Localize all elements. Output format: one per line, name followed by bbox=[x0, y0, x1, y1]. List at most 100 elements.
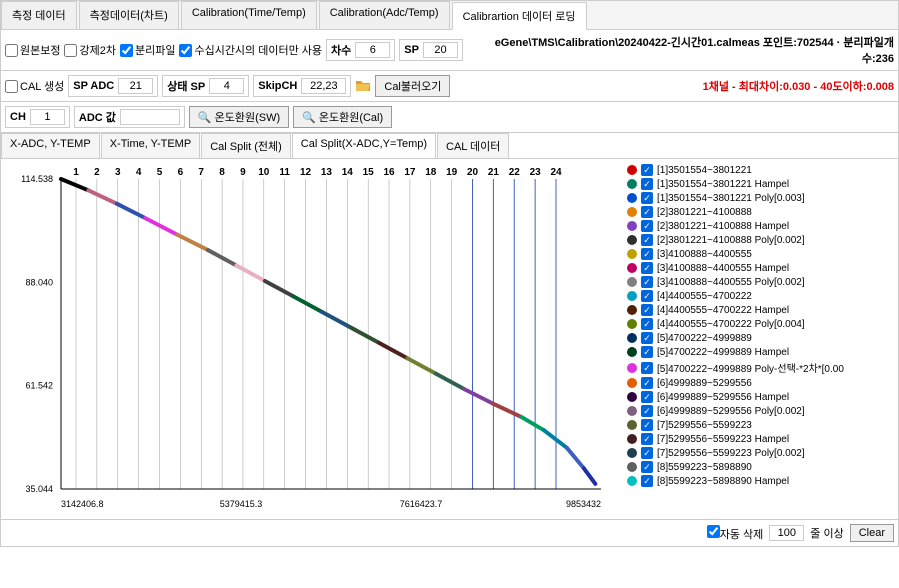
legend-item-17[interactable]: ✓ [6]4999889~5299556 Poly[0.002] bbox=[627, 404, 894, 418]
legend-label: [1]3501554~3801221 Hampel bbox=[657, 179, 789, 190]
chk-hours[interactable]: 수십시간시의 데이터만 사용 bbox=[179, 42, 322, 58]
sp-adc-input[interactable] bbox=[118, 78, 153, 94]
main-tab-3[interactable]: Calibration(Adc/Temp) bbox=[319, 1, 450, 29]
legend-item-18[interactable]: ✓ [7]5299556~5599223 bbox=[627, 418, 894, 432]
legend-check-icon[interactable]: ✓ bbox=[641, 164, 653, 176]
legend-check-icon[interactable]: ✓ bbox=[641, 419, 653, 431]
state-sp-input[interactable] bbox=[209, 78, 244, 94]
main-tab-1[interactable]: 측정데이터(차트) bbox=[79, 1, 179, 29]
legend-check-icon[interactable]: ✓ bbox=[641, 178, 653, 190]
legend-label: [8]5599223~5898890 bbox=[657, 462, 752, 473]
chk-cal-gen[interactable]: CAL 생성 bbox=[5, 78, 64, 94]
legend-check-icon[interactable]: ✓ bbox=[641, 346, 653, 358]
legend-item-5[interactable]: ✓[2]3801221~4100888 Poly[0.002] bbox=[627, 233, 894, 247]
sub-tab-2[interactable]: Cal Split (전체) bbox=[201, 133, 291, 158]
legend-check-icon[interactable]: ✓ bbox=[641, 447, 653, 459]
legend-check-icon[interactable]: ✓ bbox=[641, 290, 653, 302]
legend-color-icon bbox=[627, 406, 637, 416]
legend-item-22[interactable]: ✓ [8]5599223~5898890 Hampel bbox=[627, 474, 894, 488]
legend-item-16[interactable]: ✓[6]4999889~5299556 Hampel bbox=[627, 390, 894, 404]
legend-label: [4]4400555~4700222 Poly[0.004] bbox=[657, 319, 805, 330]
clear-button[interactable]: Clear bbox=[850, 524, 894, 542]
legend-check-icon[interactable]: ✓ bbox=[641, 405, 653, 417]
legend-check-icon[interactable]: ✓ bbox=[641, 391, 653, 403]
chk-force2[interactable]: 강제2차 bbox=[64, 42, 115, 58]
legend-item-2[interactable]: ✓ [1]3501554~3801221 Poly[0.003] bbox=[627, 191, 894, 205]
chk-auto-delete[interactable]: 자동 삭제 bbox=[707, 525, 764, 542]
legend-item-4[interactable]: ✓[2]3801221~4100888 Hampel bbox=[627, 219, 894, 233]
legend-item-1[interactable]: ✓ [1]3501554~3801221 Hampel bbox=[627, 177, 894, 191]
legend-label: [7]5299556~5599223 bbox=[657, 420, 752, 431]
legend-check-icon[interactable]: ✓ bbox=[641, 304, 653, 316]
legend-check-icon[interactable]: ✓ bbox=[641, 362, 653, 374]
legend-check-icon[interactable]: ✓ bbox=[641, 262, 653, 274]
legend-item-21[interactable]: ✓ [8]5599223~5898890 bbox=[627, 460, 894, 474]
ch-input[interactable] bbox=[30, 109, 65, 125]
legend-item-3[interactable]: ✓[2]3801221~4100888 bbox=[627, 205, 894, 219]
legend-label: [1]3501554~3801221 bbox=[657, 165, 752, 176]
skip-input[interactable] bbox=[301, 78, 346, 94]
folder-icon[interactable] bbox=[355, 78, 371, 94]
legend-item-0[interactable]: ✓ [1]3501554~3801221 bbox=[627, 163, 894, 177]
legend-color-icon bbox=[627, 221, 637, 231]
legend-check-icon[interactable]: ✓ bbox=[641, 318, 653, 330]
chart-area: 1234567891011121314151617181920212223241… bbox=[1, 159, 898, 519]
temp-restore-cal-button[interactable]: 🔍온도환원(Cal) bbox=[293, 106, 392, 128]
legend-item-19[interactable]: ✓[7]5299556~5599223 Hampel bbox=[627, 432, 894, 446]
lines-label: 줄 이상 bbox=[810, 525, 843, 541]
lines-input[interactable] bbox=[769, 525, 804, 541]
chart[interactable]: 1234567891011121314151617181920212223241… bbox=[1, 159, 623, 519]
legend-check-icon[interactable]: ✓ bbox=[641, 461, 653, 473]
legend-check-icon[interactable]: ✓ bbox=[641, 220, 653, 232]
main-tab-4[interactable]: Calibrartion 데이터 로딩 bbox=[452, 2, 587, 30]
legend-label: [3]4100888~4400555 bbox=[657, 249, 752, 260]
temp-restore-sw-button[interactable]: 🔍온도환원(SW) bbox=[189, 106, 289, 128]
legend-item-7[interactable]: ✓[3]4100888~4400555 Hampel bbox=[627, 261, 894, 275]
svg-text:35.044: 35.044 bbox=[25, 484, 53, 494]
legend-check-icon[interactable]: ✓ bbox=[641, 248, 653, 260]
legend-item-12[interactable]: ✓[5]4700222~4999889 bbox=[627, 331, 894, 345]
svg-text:22: 22 bbox=[509, 167, 521, 178]
main-tab-2[interactable]: Calibration(Time/Temp) bbox=[181, 1, 317, 29]
toolbar-row-3: CH ADC 값 🔍온도환원(SW) 🔍온도환원(Cal) bbox=[1, 102, 898, 133]
legend-check-icon[interactable]: ✓ bbox=[641, 433, 653, 445]
legend-item-13[interactable]: ✓[5]4700222~4999889 Hampel bbox=[627, 345, 894, 359]
legend-check-icon[interactable]: ✓ bbox=[641, 475, 653, 487]
legend-label: [6]4999889~5299556 Poly[0.002] bbox=[657, 406, 805, 417]
legend-color-icon bbox=[627, 291, 637, 301]
sp-input[interactable] bbox=[423, 42, 458, 58]
legend-label: [1]3501554~3801221 Poly[0.003] bbox=[657, 193, 805, 204]
legend-item-8[interactable]: ✓[3]4100888~4400555 Poly[0.002] bbox=[627, 275, 894, 289]
legend-check-icon[interactable]: ✓ bbox=[641, 276, 653, 288]
sub-tab-3[interactable]: Cal Split(X-ADC,Y=Temp) bbox=[292, 133, 436, 158]
legend-check-icon[interactable]: ✓ bbox=[641, 377, 653, 389]
legend-item-6[interactable]: ✓ [3]4100888~4400555 bbox=[627, 247, 894, 261]
legend-check-icon[interactable]: ✓ bbox=[641, 332, 653, 344]
cal-load-button[interactable]: Cal불러오기 bbox=[375, 75, 450, 97]
main-tab-0[interactable]: 측정 데이터 bbox=[1, 1, 77, 29]
legend-item-15[interactable]: ✓[6]4999889~5299556 bbox=[627, 376, 894, 390]
legend-item-20[interactable]: ✓[7]5299556~5599223 Poly[0.002] bbox=[627, 446, 894, 460]
legend-check-icon[interactable]: ✓ bbox=[641, 206, 653, 218]
legend-label: [4]4400555~4700222 Hampel bbox=[657, 305, 789, 316]
legend-check-icon[interactable]: ✓ bbox=[641, 192, 653, 204]
legend-item-9[interactable]: ✓[4]4400555~4700222 bbox=[627, 289, 894, 303]
sub-tab-0[interactable]: X-ADC, Y-TEMP bbox=[1, 133, 100, 158]
legend-label: [8]5599223~5898890 Hampel bbox=[657, 476, 789, 487]
sub-tab-1[interactable]: X-Time, Y-TEMP bbox=[101, 133, 201, 158]
legend-color-icon bbox=[627, 392, 637, 402]
sub-tab-4[interactable]: CAL 데이터 bbox=[437, 133, 509, 158]
svg-text:7: 7 bbox=[198, 167, 204, 178]
legend-item-10[interactable]: ✓ [4]4400555~4700222 Hampel bbox=[627, 303, 894, 317]
degree-input[interactable] bbox=[355, 42, 390, 58]
adc-input[interactable] bbox=[120, 109, 180, 125]
legend-check-icon[interactable]: ✓ bbox=[641, 234, 653, 246]
chk-split[interactable]: 분리파일 bbox=[120, 42, 175, 58]
file-path: eGene\TMS\Calibration\20240422-긴시간01.cal… bbox=[467, 34, 894, 66]
legend-item-11[interactable]: ✓ [4]4400555~4700222 Poly[0.004] bbox=[627, 317, 894, 331]
svg-text:15: 15 bbox=[363, 167, 375, 178]
legend-color-icon bbox=[627, 462, 637, 472]
legend-item-14[interactable]: ✓[5]4700222~4999889 Poly-선택-*2차*[0.00 bbox=[627, 359, 894, 376]
chk-original[interactable]: 원본보정 bbox=[5, 42, 60, 58]
svg-text:5379415.3: 5379415.3 bbox=[220, 499, 263, 509]
